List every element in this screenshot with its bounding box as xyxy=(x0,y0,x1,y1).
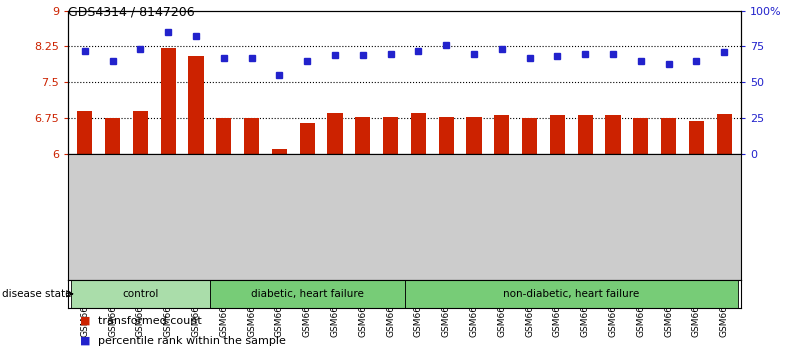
Bar xyxy=(328,113,343,154)
Bar xyxy=(105,118,120,154)
Bar xyxy=(606,115,621,154)
Bar xyxy=(216,118,231,154)
Bar xyxy=(689,120,704,154)
Text: non-diabetic, heart failure: non-diabetic, heart failure xyxy=(503,289,639,299)
Bar xyxy=(633,118,649,154)
Bar xyxy=(494,115,509,154)
Bar xyxy=(300,123,315,154)
Bar xyxy=(355,117,370,154)
Bar xyxy=(383,117,398,154)
Bar xyxy=(661,118,676,154)
Bar xyxy=(439,117,454,154)
Bar xyxy=(405,280,739,308)
Text: disease state: disease state xyxy=(2,289,71,299)
Bar xyxy=(578,115,593,154)
Text: ■: ■ xyxy=(80,316,91,326)
Text: ■: ■ xyxy=(80,336,91,346)
Bar xyxy=(717,114,732,154)
Bar xyxy=(77,111,92,154)
Text: diabetic, heart failure: diabetic, heart failure xyxy=(251,289,364,299)
Bar xyxy=(244,118,260,154)
Bar xyxy=(188,56,203,154)
Text: percentile rank within the sample: percentile rank within the sample xyxy=(98,336,286,346)
Text: control: control xyxy=(123,289,159,299)
Bar xyxy=(411,113,426,154)
Bar xyxy=(272,149,287,154)
Text: GDS4314 / 8147206: GDS4314 / 8147206 xyxy=(68,5,195,18)
Bar xyxy=(549,115,565,154)
Bar xyxy=(466,117,481,154)
Text: transformed count: transformed count xyxy=(98,316,202,326)
Bar xyxy=(133,111,148,154)
Bar xyxy=(210,280,405,308)
Bar xyxy=(70,280,210,308)
Bar xyxy=(522,118,537,154)
Bar xyxy=(160,48,176,154)
